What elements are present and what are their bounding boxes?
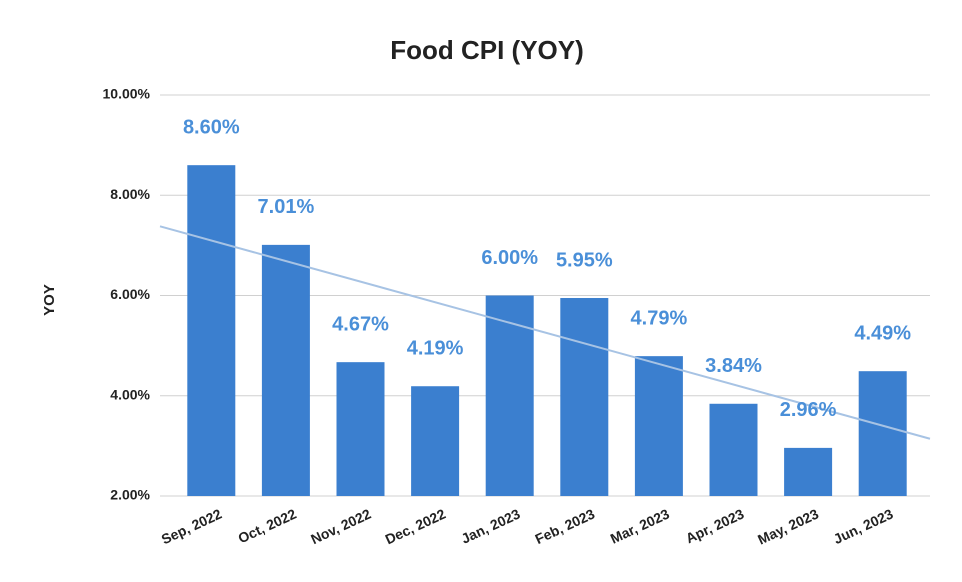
data-label: 6.00% — [481, 247, 538, 269]
bar — [411, 386, 460, 496]
bar — [709, 403, 758, 496]
y-tick-label: 10.00% — [103, 86, 151, 102]
bar — [336, 362, 385, 496]
bar — [560, 298, 609, 496]
y-axis-title: YOY — [41, 284, 58, 316]
data-label: 2.96% — [780, 399, 837, 421]
chart-title: Food CPI (YOY) — [390, 35, 584, 65]
y-tick-label: 6.00% — [110, 286, 150, 302]
trendline — [159, 225, 931, 440]
bar — [784, 447, 833, 496]
y-tick-label: 8.00% — [110, 186, 150, 202]
y-tick-label: 2.00% — [110, 487, 150, 503]
y-tick-label: 4.00% — [110, 386, 150, 402]
data-label: 4.19% — [407, 338, 464, 360]
data-label: 5.95% — [556, 249, 613, 271]
bar — [858, 371, 907, 496]
data-label: 4.67% — [332, 313, 389, 335]
bar — [187, 165, 236, 497]
data-label: 7.01% — [258, 196, 315, 218]
bar — [634, 356, 683, 496]
data-label: 4.79% — [631, 307, 688, 329]
data-label: 8.60% — [183, 116, 240, 138]
bar — [261, 244, 310, 496]
data-label: 3.84% — [705, 355, 762, 377]
data-label: 4.49% — [854, 322, 911, 344]
bar — [485, 295, 534, 496]
